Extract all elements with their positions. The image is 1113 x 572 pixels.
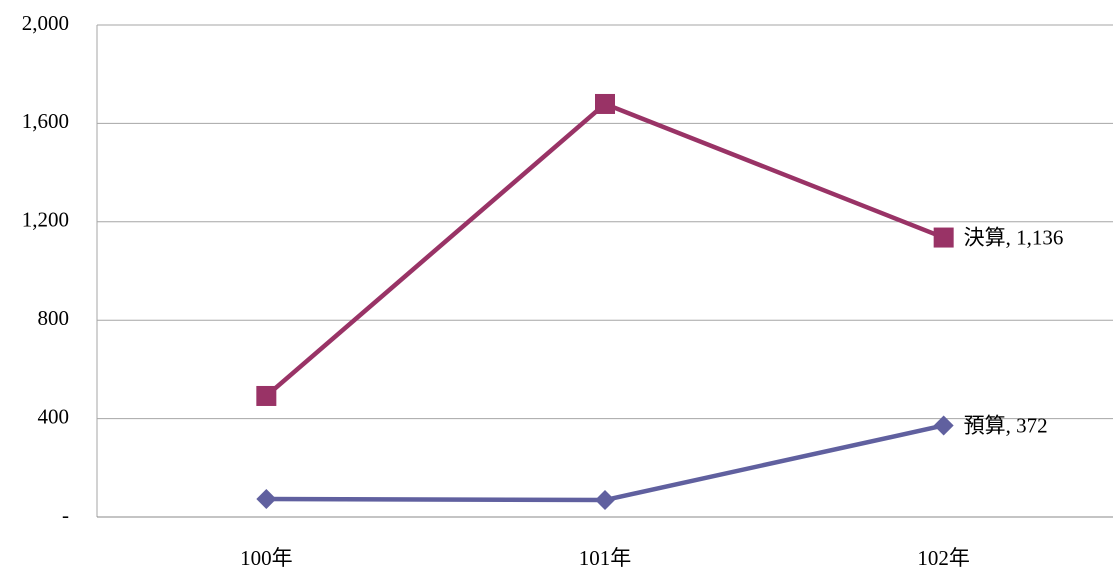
marker <box>933 415 954 436</box>
x-tick-label: 102年 <box>917 546 970 570</box>
data-label: 預算, 372 <box>964 413 1048 437</box>
y-tick-label: - <box>62 503 69 527</box>
y-tick-label: 1,600 <box>22 109 69 133</box>
series-line <box>266 423 945 503</box>
y-tick-label: 2,000 <box>22 11 69 35</box>
marker <box>256 385 277 406</box>
marker <box>256 489 277 510</box>
marker <box>933 227 954 248</box>
data-label: 決算, 1,136 <box>964 225 1064 249</box>
x-tick-label: 101年 <box>579 546 632 570</box>
y-tick-label: 400 <box>38 404 70 428</box>
series-line <box>264 101 945 398</box>
marker <box>595 490 615 511</box>
marker <box>595 93 615 114</box>
y-tick-label: 1,200 <box>22 208 69 232</box>
x-tick-label: 100年 <box>240 546 293 570</box>
y-tick-label: 800 <box>38 306 70 330</box>
